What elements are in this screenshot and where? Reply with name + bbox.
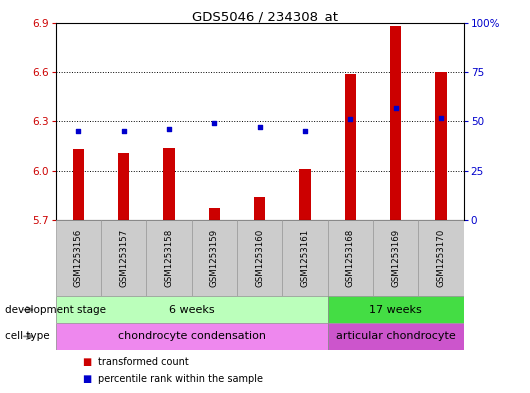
Point [437,114,445,121]
Bar [101,220,146,296]
Bar [344,74,356,220]
Bar [237,220,282,296]
Point [255,124,264,130]
Text: cell type: cell type [5,331,50,342]
Point [346,116,355,123]
Text: GSM1253170: GSM1253170 [437,229,446,287]
Text: GDS5046 / 234308_at: GDS5046 / 234308_at [192,10,338,23]
Point [165,126,173,132]
Text: ■: ■ [82,356,91,367]
Bar [118,152,129,220]
Bar [56,323,328,350]
Point [210,120,218,127]
Point [392,105,400,111]
Text: GSM1253169: GSM1253169 [391,229,400,287]
Text: 17 weeks: 17 weeks [369,305,422,315]
Text: transformed count: transformed count [98,356,189,367]
Text: GSM1253168: GSM1253168 [346,229,355,287]
Point [119,128,128,134]
Text: GSM1253160: GSM1253160 [255,229,264,287]
Point [74,128,83,134]
Bar [328,296,464,323]
Bar [390,26,401,220]
Text: percentile rank within the sample: percentile rank within the sample [98,374,263,384]
Bar [56,220,101,296]
Bar [418,220,464,296]
Text: GSM1253161: GSM1253161 [301,229,310,287]
Bar [328,323,464,350]
Bar [373,220,418,296]
Bar [328,220,373,296]
Bar [299,169,311,220]
Bar [73,149,84,220]
Text: ■: ■ [82,374,91,384]
Bar [163,148,175,220]
Text: 6 weeks: 6 weeks [169,305,215,315]
Bar [282,220,328,296]
Text: development stage: development stage [5,305,107,315]
Bar [146,220,192,296]
Text: GSM1253159: GSM1253159 [210,229,219,287]
Text: GSM1253157: GSM1253157 [119,229,128,287]
Point [301,128,310,134]
Bar [436,72,447,220]
Bar [56,296,328,323]
Text: chondrocyte condensation: chondrocyte condensation [118,331,266,342]
Text: GSM1253158: GSM1253158 [164,229,173,287]
Text: GSM1253156: GSM1253156 [74,229,83,287]
Bar [254,197,266,220]
Text: articular chondrocyte: articular chondrocyte [336,331,456,342]
Bar [209,208,220,220]
Bar [192,220,237,296]
